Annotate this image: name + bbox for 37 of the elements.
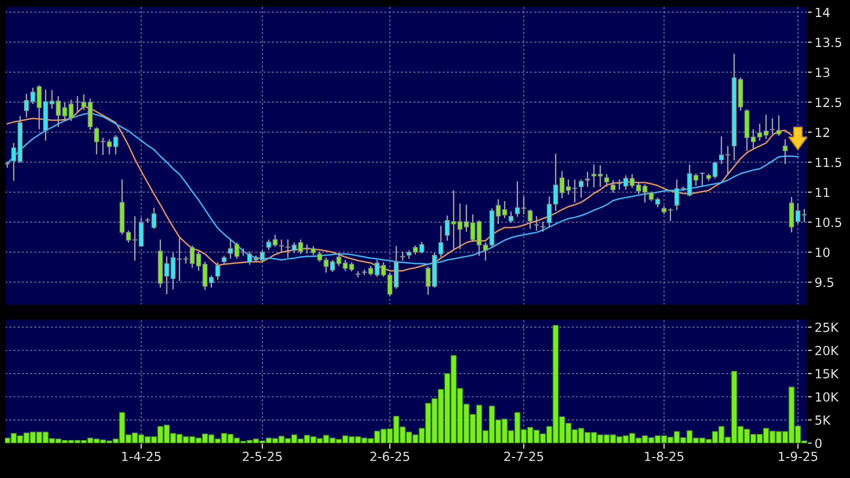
y-tick-label: 20K xyxy=(815,346,839,356)
candlestick xyxy=(215,262,220,280)
candlestick xyxy=(279,240,284,253)
y-tick-label: 10 xyxy=(816,248,830,258)
candlestick xyxy=(776,115,782,136)
y-tick-label: 9.5 xyxy=(815,278,834,288)
x-tick-label: 2-5-25 xyxy=(242,452,282,462)
y-tick-label: 11.5 xyxy=(816,158,842,168)
candlestick xyxy=(578,180,584,198)
x-tick-label: 1-8-25 xyxy=(645,452,684,462)
candlestick xyxy=(534,216,539,231)
candlestick xyxy=(5,162,10,168)
y-tick-label: 13 xyxy=(816,68,830,78)
y-tick-label: 13.5 xyxy=(816,38,842,48)
y-tick-label: 12 xyxy=(816,128,830,137)
candlestick xyxy=(585,172,590,187)
y-tick-label: 12.5 xyxy=(816,98,842,108)
candlestick xyxy=(528,210,533,229)
x-tick-label: 1-4-25 xyxy=(122,452,161,462)
candlestick xyxy=(782,139,788,164)
candlestick xyxy=(508,211,514,223)
candlestick xyxy=(400,252,406,261)
candlestick xyxy=(610,180,616,193)
y-tick-label: 25K xyxy=(815,322,839,332)
candlestick xyxy=(604,174,610,187)
y-tick-label: 5K xyxy=(815,416,831,425)
x-tick-label: 1-9-25 xyxy=(778,452,818,462)
y-tick-label: 11 xyxy=(816,188,830,197)
y-tick-label: 0 xyxy=(815,438,822,448)
candlestick xyxy=(438,226,444,257)
y-tick-label: 15K xyxy=(816,369,839,378)
x-tick-label: 2-6-25 xyxy=(370,452,410,462)
y-tick-label: 10.5 xyxy=(816,218,842,228)
candlestick xyxy=(770,118,775,134)
x-tick-label: 2-7-25 xyxy=(504,452,544,462)
y-tick-label: 14 xyxy=(816,8,830,17)
y-tick-label: 10K xyxy=(816,392,839,402)
